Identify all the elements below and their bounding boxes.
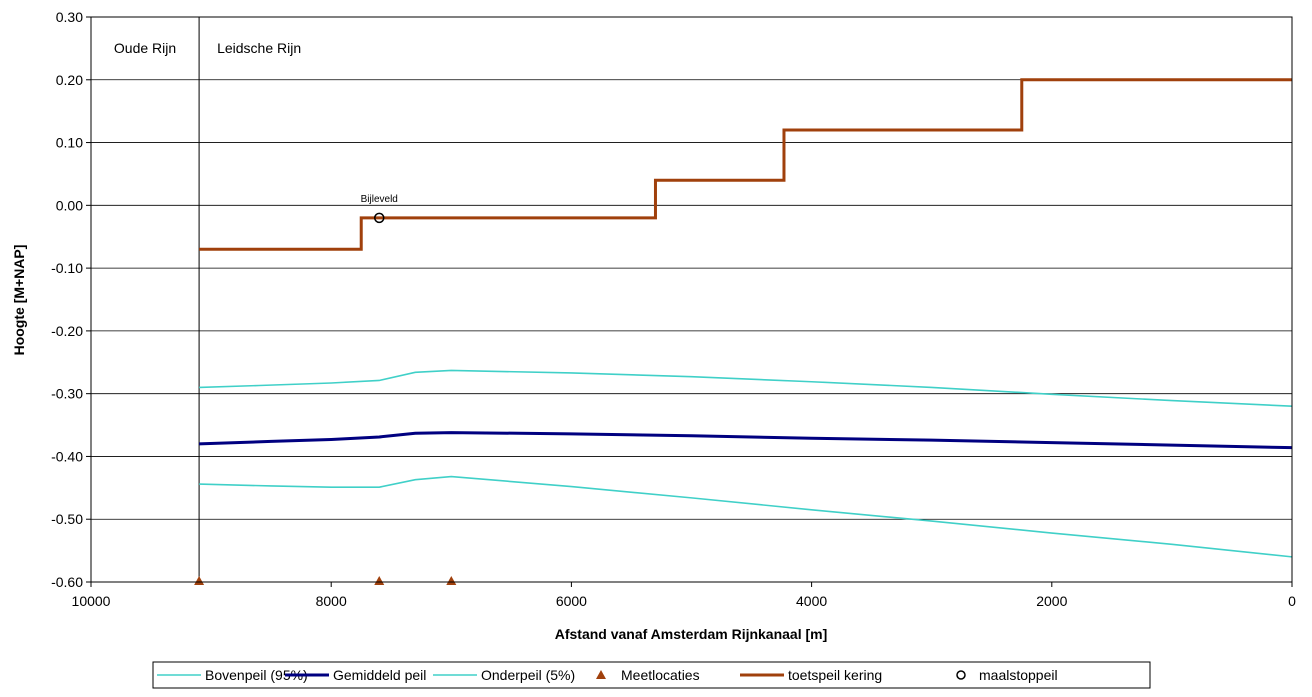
- x-tick-label: 8000: [316, 593, 347, 609]
- maalstoppeil-marker: [373, 212, 385, 224]
- y-tick-label: -0.30: [51, 386, 83, 402]
- legend-label-5: maalstoppeil: [979, 667, 1058, 683]
- axes: 0.30 0.20 0.10 0.00 -0.10 -0.20 -0.30 -0.40 -0.5…: [51, 9, 1296, 609]
- y-tick-label: -0.20: [51, 323, 83, 339]
- x-tick-label: 4000: [796, 593, 827, 609]
- legend-label-1: Gemiddeld peil: [333, 667, 426, 683]
- y-tick-label: -0.10: [51, 260, 83, 276]
- region-label-leidsche-rijn: Leidsche Rijn: [217, 40, 301, 56]
- meetlocatie-marker: [446, 576, 457, 585]
- x-tick-label: 10000: [72, 593, 111, 609]
- region-label-oude-rijn: Oude Rijn: [114, 40, 176, 56]
- y-tick-label: 0.20: [56, 72, 83, 88]
- series-layer: Bijleveld: [194, 78, 1293, 585]
- y-tick-label: 0.30: [56, 9, 83, 25]
- x-tick-label: 2000: [1036, 593, 1067, 609]
- legend-swatch-5: [956, 670, 966, 680]
- series-line-0: [199, 369, 1293, 408]
- y-tick-label: -0.60: [51, 574, 83, 590]
- plot-area: [91, 17, 1292, 582]
- maalstoppeil-label: Bijleveld: [361, 194, 398, 205]
- meetlocatie-marker: [194, 576, 205, 585]
- legend-label-3: Meetlocaties: [621, 667, 700, 683]
- x-axis-title: Afstand vanaf Amsterdam Rijnkanaal [m]: [555, 626, 828, 642]
- plot-frame: [90, 16, 1293, 583]
- meetlocatie-marker: [374, 576, 385, 585]
- legend-swatch-3: [596, 670, 606, 679]
- legend-label-4: toetspeil kering: [788, 667, 882, 683]
- region-boundary: Oude Rijn Leidsche Rijn: [114, 17, 301, 582]
- series-step-toetspeil-kering: [199, 78, 1292, 251]
- series-line-1: [199, 431, 1293, 450]
- x-tick-label: 6000: [556, 593, 587, 609]
- legend-label-2: Onderpeil (5%): [481, 667, 575, 683]
- y-tick-label: -0.50: [51, 511, 83, 527]
- legend: Bovenpeil (95%) Gemiddeld peil Onderpeil (…: [152, 661, 1151, 689]
- legend-label-0: Bovenpeil (95%): [205, 667, 308, 683]
- y-tick-label: -0.40: [51, 448, 83, 464]
- y-axis-title: Hoogte [M+NAP]: [11, 245, 27, 356]
- y-tick-label: 0.00: [56, 197, 83, 213]
- y-tick-label: 0.10: [56, 135, 83, 151]
- x-tick-label: 0: [1288, 593, 1296, 609]
- series-line-2: [199, 475, 1293, 558]
